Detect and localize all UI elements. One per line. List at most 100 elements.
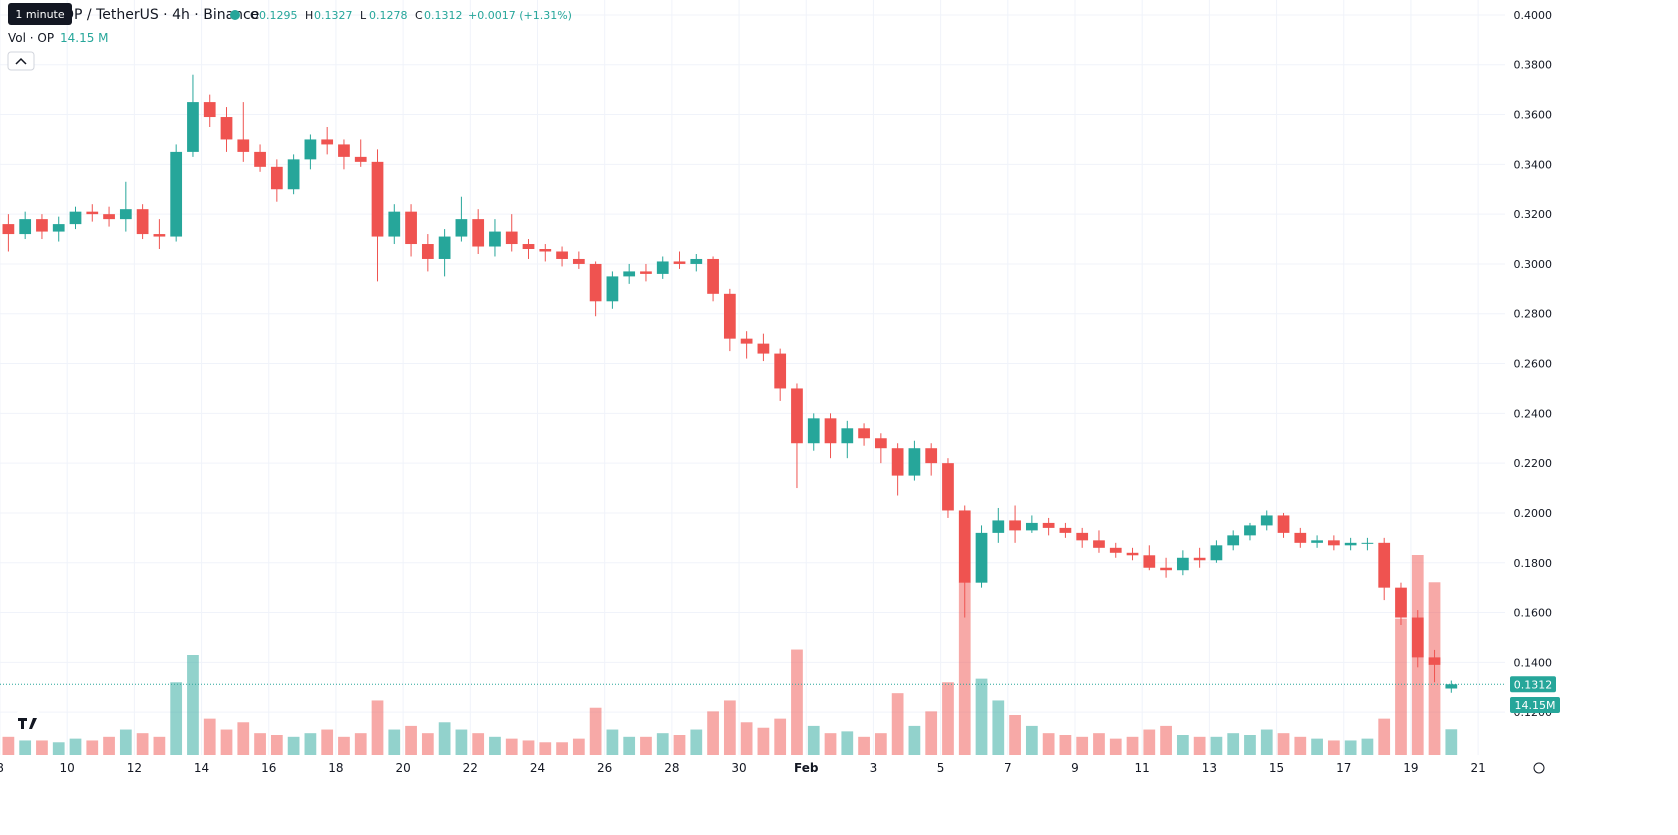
candle-body: [1109, 547, 1122, 553]
volume-bar: [1025, 725, 1038, 755]
legend-value: 0.1295: [259, 9, 298, 22]
candle-body: [874, 438, 887, 449]
candle-body: [1009, 520, 1021, 531]
volume-bar: [640, 736, 652, 755]
volume-bar: [287, 736, 300, 755]
volume-bar: [522, 740, 535, 755]
volume-bar: [1361, 738, 1374, 755]
y-tick-label: 0.3600: [1514, 109, 1553, 122]
volume-name: Vol · OP: [8, 31, 54, 45]
candle-body: [36, 219, 48, 232]
candle-body: [1344, 542, 1357, 546]
x-tick-label: 9: [1071, 761, 1079, 775]
volume-bar: [304, 733, 317, 755]
ohlc-legend: O 0.1295 H 0.1327 L 0.1278 C 0.1312 +0.0017 (+1.…: [250, 9, 572, 22]
symbol-title: OP / TetherUS · 4h · Binance: [63, 7, 259, 23]
legend-prefix: C: [415, 9, 423, 22]
candle-body: [103, 214, 115, 220]
x-tick-label: 18: [328, 761, 343, 775]
collapse-button[interactable]: [7, 51, 35, 71]
y-tick-label: 0.3800: [1514, 59, 1553, 72]
candle-body: [774, 353, 787, 389]
last-price-box: [1510, 676, 1556, 693]
y-tick-label: 0.3400: [1514, 158, 1553, 171]
volume-bar: [1193, 736, 1206, 755]
candle-body: [354, 156, 367, 162]
volume-bar: [388, 729, 401, 755]
candle-body: [925, 448, 938, 464]
candle-body: [858, 428, 870, 439]
candle-body: [640, 271, 652, 274]
volume-bar: [119, 729, 132, 755]
volume-bar: [656, 733, 669, 755]
volume-bar: [170, 682, 183, 755]
volume-bar: [69, 738, 82, 755]
candle-body: [807, 418, 820, 444]
candle-body: [86, 211, 99, 215]
volume-pane: [2, 555, 1458, 755]
volume-bar: [740, 722, 753, 755]
volume-bar: [1344, 740, 1357, 755]
volume-box: [1510, 697, 1560, 713]
tooltip: 1 minute: [15, 8, 65, 21]
volume-bar: [1244, 735, 1256, 755]
volume-bar: [1210, 736, 1223, 755]
candle-body: [2, 224, 15, 235]
volume-bar: [841, 731, 854, 755]
volume-bar: [556, 742, 568, 755]
candle-body: [1244, 525, 1256, 536]
candle-body: [505, 231, 518, 245]
legend-prefix: H: [305, 9, 313, 22]
volume-bar: [505, 738, 518, 755]
y-tick-label: 0.3200: [1514, 208, 1553, 221]
legend-prefix: O: [250, 9, 259, 22]
candle-body: [539, 249, 552, 252]
candle-body: [891, 448, 904, 476]
candle-body: [723, 293, 736, 339]
candle-body: [522, 244, 535, 250]
candle-body: [1160, 567, 1172, 571]
volume-bar: [891, 693, 904, 755]
volume-bar: [203, 718, 216, 755]
volume-bar: [1126, 736, 1139, 755]
candle-body: [606, 276, 619, 302]
axes: 0.12000.14000.16000.18000.20000.22000.24…: [0, 9, 1560, 775]
x-tick-label: 10: [60, 761, 75, 775]
x-tick-label: 12: [127, 761, 142, 775]
volume-bar: [858, 736, 870, 755]
candle-body: [1260, 515, 1273, 526]
candle-body: [623, 271, 636, 277]
volume-bar: [36, 740, 48, 755]
candle-body: [1143, 555, 1156, 568]
volume-bar: [220, 729, 233, 755]
volume-bar: [774, 718, 787, 755]
volume-bar: [942, 682, 954, 755]
candle-body: [1277, 515, 1290, 533]
candle-body: [824, 418, 837, 444]
y-tick-label: 0.4000: [1514, 9, 1553, 22]
volume-bar: [690, 729, 703, 755]
x-tick-label: 13: [1202, 761, 1217, 775]
x-tick-label: 26: [597, 761, 612, 775]
candle-body: [438, 236, 451, 259]
candle-body: [270, 166, 283, 190]
volume-bar: [807, 725, 820, 755]
volume-bar: [489, 736, 501, 755]
candle-body: [1395, 587, 1407, 618]
volume-bar: [187, 655, 199, 755]
candle-body: [19, 219, 32, 235]
candles: [2, 74, 1458, 693]
volume-bar: [958, 582, 971, 755]
volume-bar: [723, 700, 736, 755]
y-tick-label: 0.2600: [1514, 358, 1553, 371]
candle-body: [975, 532, 988, 583]
volume-bar: [874, 733, 887, 755]
candle-body: [908, 448, 921, 476]
candle-body: [1176, 557, 1189, 571]
volume-bar: [757, 727, 770, 755]
candle-body: [1193, 557, 1206, 561]
volume-bar: [791, 649, 803, 755]
candle-body: [405, 211, 417, 245]
x-tick-label: 7: [1004, 761, 1012, 775]
